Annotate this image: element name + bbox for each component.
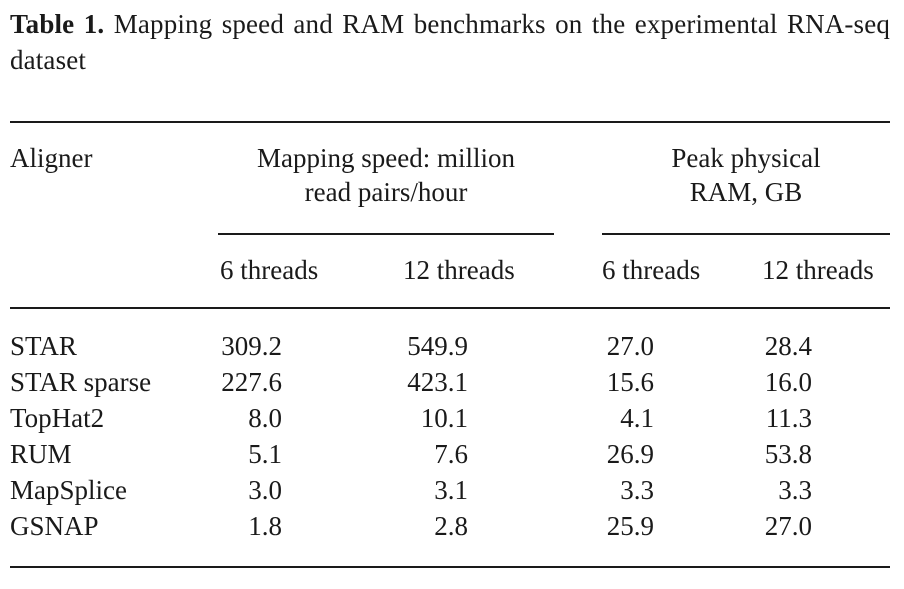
cell-speed-6-threads: 8.0 [248, 403, 282, 433]
subheader-ram-12-threads: 12 threads [762, 255, 874, 285]
header-bottom-rule [10, 307, 890, 309]
cell-speed-6-threads: 1.8 [248, 511, 282, 541]
bottom-rule [10, 566, 890, 568]
cell-ram-12-threads: 3.3 [778, 475, 812, 505]
cell-aligner: STAR [10, 331, 77, 361]
cell-speed-6-threads: 227.6 [221, 367, 282, 397]
cell-ram-6-threads: 3.3 [620, 475, 654, 505]
header-mapping-speed-line2: read pairs/hour [304, 177, 468, 207]
cell-ram-12-threads: 16.0 [764, 367, 812, 397]
cell-ram-12-threads: 53.8 [764, 439, 812, 469]
cell-speed-6-threads: 309.2 [221, 331, 282, 361]
cell-speed-12-threads: 549.9 [407, 331, 468, 361]
cell-ram-6-threads: 25.9 [606, 511, 654, 541]
cell-speed-12-threads: 10.1 [420, 403, 468, 433]
cell-speed-6-threads: 5.1 [248, 439, 282, 469]
header-mapping-speed-line1: Mapping speed: million [257, 143, 515, 173]
ram-group-rule [602, 233, 890, 235]
cell-aligner: GSNAP [10, 511, 99, 541]
cell-ram-12-threads: 28.4 [764, 331, 812, 361]
speed-group-rule [218, 233, 554, 235]
cell-ram-6-threads: 15.6 [606, 367, 654, 397]
cell-ram-6-threads: 27.0 [606, 331, 654, 361]
cell-aligner: STAR sparse [10, 367, 152, 397]
header-aligner: Aligner [10, 143, 93, 173]
cell-ram-6-threads: 26.9 [606, 439, 654, 469]
subheader-speed-12-threads: 12 threads [403, 255, 515, 285]
cell-aligner: TopHat2 [10, 403, 105, 433]
table-caption: Table 1. Mapping speed and RAM benchmark… [10, 6, 890, 78]
cell-aligner: RUM [10, 439, 72, 469]
top-rule [10, 121, 890, 123]
cell-ram-12-threads: 11.3 [765, 403, 812, 433]
cell-speed-12-threads: 3.1 [434, 475, 468, 505]
cell-speed-6-threads: 3.0 [248, 475, 282, 505]
cell-speed-12-threads: 7.6 [434, 439, 468, 469]
subheader-ram-6-threads: 6 threads [602, 255, 701, 285]
cell-aligner: MapSplice [10, 475, 127, 505]
cell-speed-12-threads: 423.1 [407, 367, 468, 397]
table-caption-text: Mapping speed and RAM benchmarks on the … [10, 9, 890, 75]
subheader-speed-6-threads: 6 threads [220, 255, 319, 285]
cell-ram-6-threads: 4.1 [620, 403, 654, 433]
cell-ram-12-threads: 27.0 [764, 511, 812, 541]
table-label: Table 1. [10, 9, 105, 39]
header-peak-ram-line1: Peak physical [671, 143, 821, 173]
header-peak-ram-line2: RAM, GB [689, 177, 803, 207]
cell-speed-12-threads: 2.8 [434, 511, 468, 541]
